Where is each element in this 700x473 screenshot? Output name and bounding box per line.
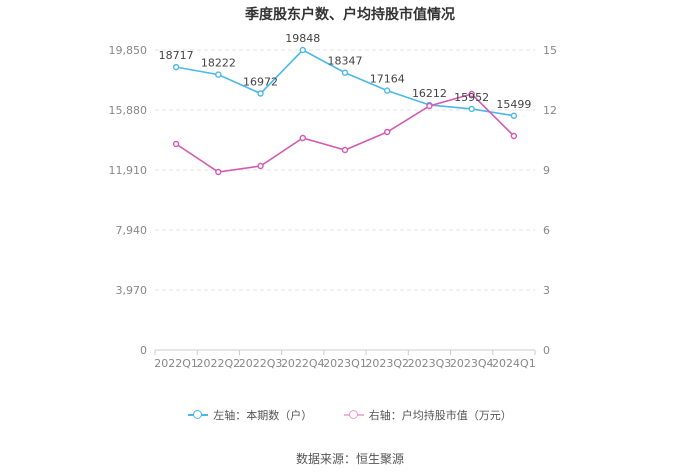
series-point-1 bbox=[468, 90, 475, 98]
left-tick-label: 19,850 bbox=[109, 44, 148, 57]
data-label: 17164 bbox=[370, 73, 405, 86]
data-label: 16212 bbox=[412, 87, 447, 100]
data-label: 18347 bbox=[328, 55, 363, 68]
series-point-1 bbox=[384, 128, 391, 136]
legend-swatch-avg-value bbox=[343, 410, 364, 420]
series-point-1 bbox=[257, 162, 264, 170]
x-tick-label: 2022Q2 bbox=[197, 357, 241, 370]
right-tick-label: 9 bbox=[543, 164, 550, 177]
data-label: 16972 bbox=[243, 75, 278, 88]
legend-label-households: 左轴：本期数（户） bbox=[213, 409, 313, 422]
series-line-1 bbox=[175, 93, 515, 173]
series-point-1 bbox=[299, 134, 306, 142]
x-tick-label: 2023Q1 bbox=[323, 357, 367, 370]
data-label: 15952 bbox=[454, 91, 489, 104]
left-tick-label: 11,910 bbox=[109, 164, 148, 177]
series-point-1 bbox=[215, 168, 222, 176]
legend-swatch-households bbox=[188, 410, 209, 420]
series-point-0 bbox=[257, 90, 264, 97]
series-point-0 bbox=[215, 71, 222, 78]
right-tick-label: 15 bbox=[543, 44, 557, 57]
legend-label-avg-value: 右轴：户均持股市值（万元） bbox=[368, 409, 512, 422]
x-tick-label: 2023Q2 bbox=[365, 357, 409, 370]
data-label: 18222 bbox=[201, 57, 236, 70]
left-axis: 0 3,970 7,940 11,910 15,880 19,850 bbox=[109, 44, 148, 357]
source-note: 数据来源：恒生聚源 bbox=[295, 452, 404, 466]
series-point-1 bbox=[341, 146, 349, 154]
data-label: 19848 bbox=[285, 32, 320, 45]
x-tick-label: 2023Q3 bbox=[408, 357, 452, 370]
x-tick-label: 2022Q1 bbox=[154, 357, 198, 370]
right-axis: 0 3 6 9 12 15 bbox=[543, 44, 557, 357]
left-tick-label: 0 bbox=[140, 344, 147, 357]
left-tick-label: 7,940 bbox=[116, 224, 148, 237]
series-point-1 bbox=[172, 140, 180, 148]
data-labels: 18717 18222 16972 19848 18347 17164 16212 15952… bbox=[159, 32, 532, 111]
series-point-1 bbox=[426, 102, 433, 110]
right-tick-label: 12 bbox=[543, 104, 557, 117]
series-point-0 bbox=[384, 87, 391, 94]
data-label: 18717 bbox=[159, 49, 194, 62]
data-label: 15499 bbox=[496, 98, 531, 111]
x-tick-label: 2022Q4 bbox=[281, 357, 325, 370]
series-point-0 bbox=[299, 46, 306, 54]
left-tick-label: 3,970 bbox=[116, 284, 148, 297]
right-tick-label: 0 bbox=[543, 344, 550, 357]
right-tick-label: 6 bbox=[543, 224, 550, 237]
x-axis: 2022Q12022Q22022Q32022Q42023Q12023Q22023… bbox=[154, 350, 536, 370]
series-point-0 bbox=[468, 105, 475, 113]
series-point-1 bbox=[510, 132, 518, 140]
x-tick-label: 2024Q1 bbox=[492, 357, 536, 370]
series-lines bbox=[172, 46, 518, 176]
series-point-0 bbox=[172, 63, 180, 71]
left-tick-label: 15,880 bbox=[109, 104, 148, 117]
series-point-0 bbox=[510, 112, 518, 119]
legend: 左轴：本期数（户） 右轴：户均持股市值（万元） bbox=[0, 407, 700, 423]
legend-item-avg-value[interactable]: 右轴：户均持股市值（万元） bbox=[343, 407, 512, 423]
x-tick-label: 2022Q3 bbox=[239, 357, 283, 370]
x-tick-label: 2023Q4 bbox=[450, 357, 494, 370]
legend-item-households[interactable]: 左轴：本期数（户） bbox=[188, 407, 312, 423]
chart-title: 季度股东户数、户均持股市值情况 bbox=[245, 7, 455, 23]
right-tick-label: 3 bbox=[543, 284, 550, 297]
series-point-0 bbox=[341, 69, 349, 76]
